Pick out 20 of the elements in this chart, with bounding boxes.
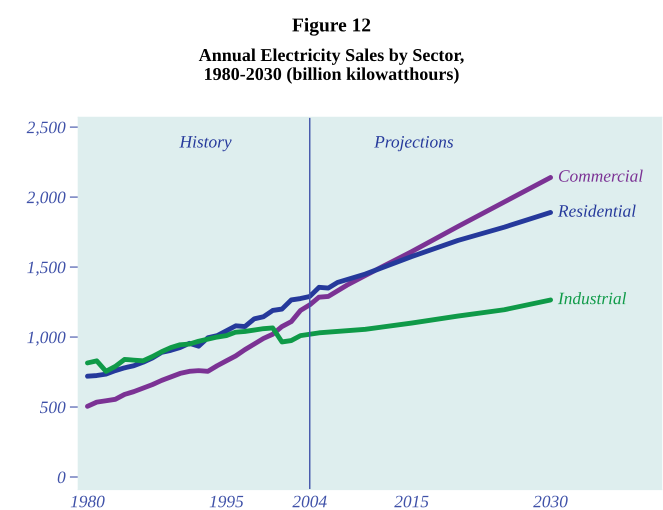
y-tick-label: 2,000 [26, 192, 66, 206]
y-tick-label: 1,000 [27, 332, 66, 346]
x-tick-label: 1980 [70, 496, 105, 508]
y-tick-label: 1,500 [27, 262, 66, 276]
x-tick-label: 2015 [394, 496, 428, 508]
x-tick-label: 1995 [210, 496, 244, 508]
y-tick-label: 0 [58, 471, 66, 484]
series-label: Commercial [558, 170, 643, 182]
line-series [85, 298, 553, 374]
x-tick-label: 2004 [292, 496, 327, 508]
chart-subtitle: Annual Electricity Sales by Sector, 1980-2030 (billion kilowatthours) [198, 48, 464, 84]
y-tick-label: 2,500 [26, 122, 66, 136]
line-series [85, 175, 553, 409]
y-tick-label: 500 [40, 402, 66, 414]
series-label: Residential [558, 204, 636, 217]
annotation: History [179, 136, 232, 152]
annotation: Projections [374, 136, 454, 152]
x-tick-label: 2030 [533, 496, 568, 508]
series-label: Industrial [558, 292, 626, 304]
chart-title: Figure 12 [292, 18, 370, 36]
